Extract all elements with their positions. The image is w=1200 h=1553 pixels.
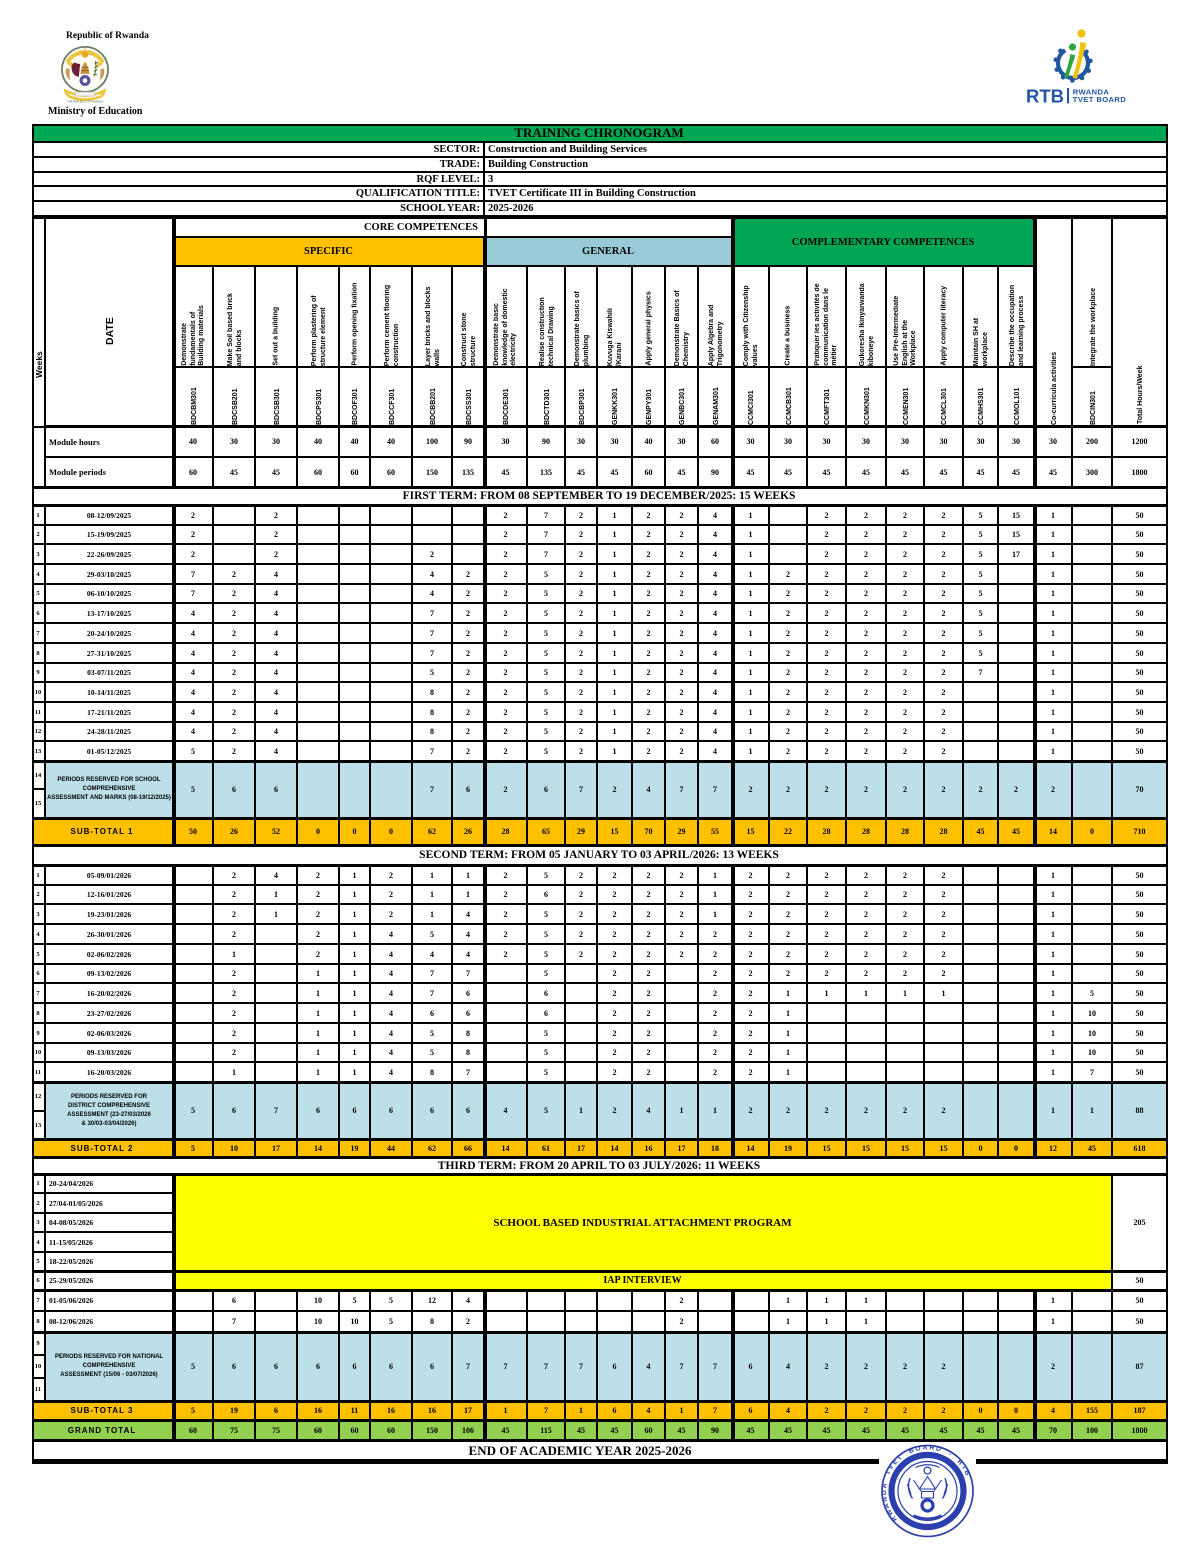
svg-text:RWANDA: RWANDA bbox=[1073, 87, 1110, 96]
svg-text:THE REPUBLIC OF RWANDA: THE REPUBLIC OF RWANDA bbox=[67, 100, 103, 104]
svg-text:TVET BOARD: TVET BOARD bbox=[1073, 95, 1126, 104]
svg-text:RTB: RTB bbox=[1026, 86, 1064, 107]
